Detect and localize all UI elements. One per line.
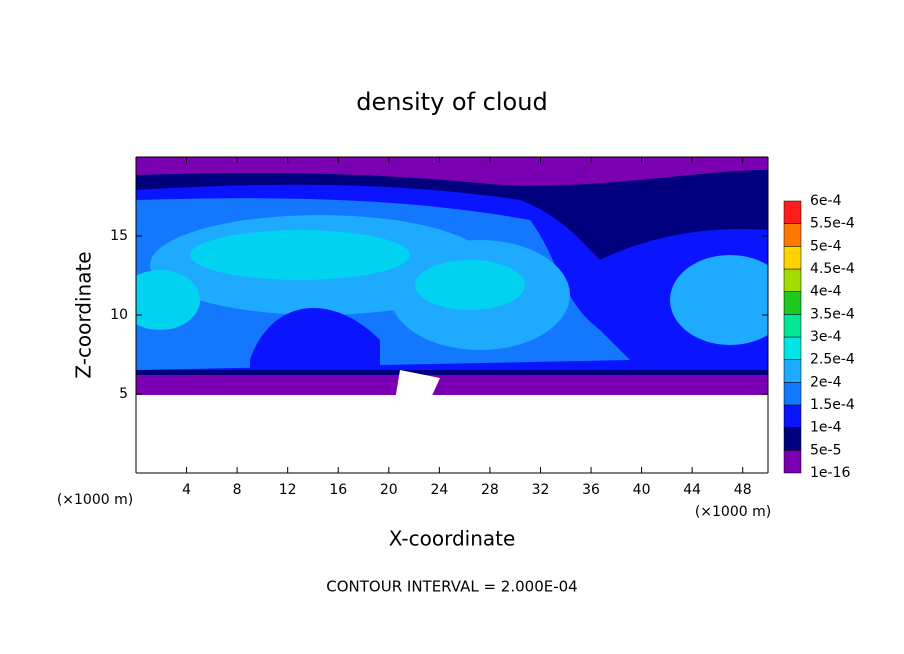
colorbar-label: 3e-4 [810,329,842,345]
x-tick-label: 48 [734,482,752,498]
colorbar-label: 6e-4 [810,193,842,209]
colorbar-label: 5e-4 [810,238,842,254]
unit-label: (×1000 m) [57,492,133,508]
x-tick-label: 8 [233,482,242,498]
x-tick-label: 24 [430,482,448,498]
unit-label: (×1000 m) [695,504,771,520]
colorbar-box [783,359,802,383]
colorbar-label: 2.5e-4 [810,352,855,368]
x-tick-label: 36 [582,482,600,498]
colorbar-label: 1e-4 [810,420,842,436]
colorbar-box [783,246,802,270]
y-axis-label: Z-coordinate [72,251,96,378]
x-tick-label: 32 [532,482,550,498]
colorbar-label: 5.5e-4 [810,216,855,232]
contour-field [136,157,768,473]
y-tick-label: 5 [119,386,128,402]
x-tick-label: 16 [329,482,347,498]
colorbar-box [783,268,802,292]
colorbar-box [783,223,802,247]
chart-title: density of cloud [356,88,547,116]
colorbar-box [783,314,802,338]
colorbar-box [783,450,802,474]
x-tick-label: 40 [633,482,651,498]
y-tick-label: 15 [110,228,128,244]
x-tick-label: 4 [182,482,191,498]
colorbar-label: 2e-4 [810,374,842,390]
x-tick-label: 20 [380,482,398,498]
x-tick-label: 12 [279,482,297,498]
x-tick-label: 28 [481,482,499,498]
colorbar-label: 5e-5 [810,442,841,458]
colorbar-label: 4.5e-4 [810,261,855,277]
footer: CONTOUR INTERVAL = 2.000E-04 [326,578,577,596]
x-axis-label: X-coordinate [389,527,516,551]
colorbar-box [783,336,802,360]
colorbar-box [783,404,802,428]
y-tick-label: 10 [110,307,128,323]
colorbar-box [783,291,802,315]
colorbar-box [783,382,802,406]
x-tick-label: 44 [683,482,701,498]
colorbar-box [783,200,802,224]
colorbar-label: 4e-4 [810,284,842,300]
colorbar-label: 1e-16 [810,465,850,481]
colorbar-box [783,427,802,451]
colorbar-label: 1.5e-4 [810,397,855,413]
colorbar-label: 3.5e-4 [810,306,855,322]
